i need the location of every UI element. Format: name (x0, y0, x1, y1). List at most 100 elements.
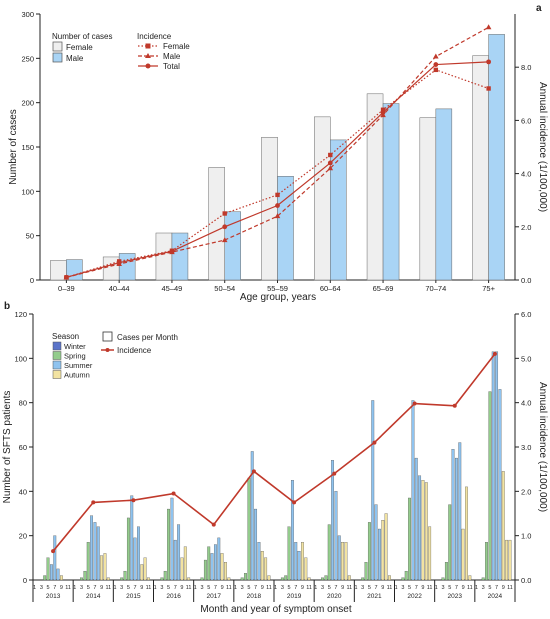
y2-tick-label: 1.0 (521, 532, 531, 541)
month-bar (183, 546, 187, 581)
month-tick-label: 3 (401, 585, 404, 591)
month-bar (247, 477, 251, 581)
y2-tick-label: 3.0 (521, 443, 531, 452)
month-bar (167, 508, 170, 581)
year-tick-label: 2014 (86, 593, 101, 600)
y2-tick-label: 0.0 (521, 576, 531, 585)
incidence-point (51, 549, 56, 554)
marker-total (380, 110, 386, 115)
month-bar (307, 577, 311, 581)
y-tick-label: 20 (19, 532, 27, 541)
panel-b-y2-ticks: 0.0 1.0 2.0 3.0 4.0 5.0 6.0 (515, 310, 531, 585)
month-tick-label: 5 (127, 585, 130, 591)
month-bar (264, 557, 268, 581)
month-tick-label: 3 (160, 585, 163, 591)
month-tick-label: 11 (226, 585, 232, 591)
month-bar (334, 491, 338, 581)
y-tick-label: 0 (30, 276, 34, 285)
month-bar (43, 575, 47, 581)
panel-a-y2-ticks: 0.0 2.0 4.0 6.0 8.0 (515, 63, 531, 285)
bar-male (118, 253, 136, 281)
month-tick-label: 11 (427, 585, 433, 591)
month-tick-label: 5 (368, 585, 371, 591)
month-bar (324, 575, 328, 581)
month-tick-label: 7 (134, 585, 137, 591)
month-bar (56, 568, 60, 581)
x-tick-label: 50–54 (214, 284, 235, 293)
marker-female (328, 152, 333, 158)
y-tick-label: 80 (19, 399, 27, 408)
month-tick-label: 5 (448, 585, 451, 591)
month-tick-label: 3 (40, 585, 43, 591)
bar-female (102, 256, 120, 281)
panel-a-x-ticks: 0–39 40–44 45–49 50–54 55–59 60–64 65–69 70–74 7… (58, 280, 496, 293)
month-tick-label: 11 (266, 585, 272, 591)
month-bar (485, 542, 488, 581)
year-tick-label: 2013 (46, 593, 61, 600)
bar-female (419, 117, 437, 281)
month-bar (123, 570, 127, 581)
month-tick-label: 5 (288, 585, 291, 591)
line-male (66, 26, 489, 278)
month-tick-label: 11 (387, 585, 393, 591)
month-bar (441, 577, 445, 581)
y2-tick-label: 6.0 (521, 310, 531, 319)
month-bar (301, 542, 304, 581)
x-tick-label: 60–64 (320, 284, 341, 293)
month-bar (364, 562, 368, 581)
incidence-point (91, 500, 96, 505)
legend-female-line-marker (145, 43, 151, 49)
month-bar (100, 555, 104, 581)
month-tick-label: 3 (442, 585, 445, 591)
year-tick-label: 2020 (327, 593, 342, 600)
month-bar (140, 564, 144, 581)
incidence-point (372, 440, 377, 445)
year-tick-label: 2019 (287, 593, 302, 600)
month-tick-label: 1 (73, 585, 76, 591)
month-bar (428, 526, 432, 581)
incidence-point (292, 500, 297, 505)
month-bar (267, 575, 271, 581)
incidence-point (332, 471, 337, 476)
incidence-polyline (52, 353, 496, 552)
month-bar (217, 537, 221, 581)
marker-total (63, 274, 69, 280)
month-bar (454, 457, 458, 581)
month-tick-label: 11 (507, 585, 513, 591)
panel-b-y-label: Number of SFTS patients (2, 391, 13, 504)
month-tick-label: 7 (53, 585, 56, 591)
month-bar (290, 480, 294, 581)
month-bar (240, 577, 244, 581)
month-tick-label: 9 (140, 585, 143, 591)
y-tick-label: 100 (14, 354, 27, 363)
month-bar (371, 400, 375, 581)
month-tick-label: 11 (467, 585, 473, 591)
month-bar (147, 577, 150, 581)
marker-total (433, 62, 439, 67)
legend-season-label: Autumn (64, 371, 90, 380)
incidence-point (251, 469, 256, 474)
month-bar (213, 544, 217, 581)
month-bar (367, 522, 371, 581)
month-tick-label: 1 (435, 585, 438, 591)
y2-tick-label: 8.0 (521, 63, 531, 72)
month-tick-label: 3 (361, 585, 364, 591)
month-bar (53, 535, 57, 581)
y2-tick-label: 2.0 (521, 223, 531, 232)
marker-male (327, 165, 334, 171)
month-tick-label: 9 (462, 585, 465, 591)
month-tick-label: 1 (314, 585, 317, 591)
month-tick-label: 9 (502, 585, 505, 591)
month-bar (505, 539, 509, 581)
month-tick-label: 3 (321, 585, 324, 591)
month-bar (508, 539, 512, 581)
marker-total (222, 224, 228, 230)
y2-tick-label: 4.0 (521, 170, 531, 179)
month-bar (498, 389, 502, 581)
month-bar (374, 504, 378, 581)
bar-male (435, 108, 453, 281)
month-bar (287, 526, 291, 581)
month-bar (260, 551, 264, 581)
